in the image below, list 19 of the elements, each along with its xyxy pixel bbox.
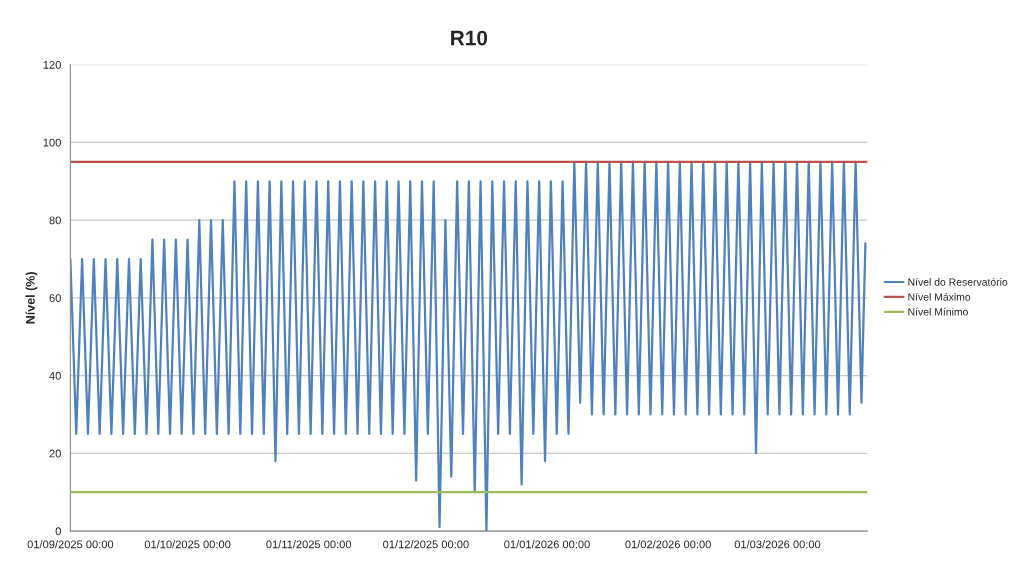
x-tick-label: 01/12/2025 00:00 [383,540,469,549]
x-tick-label: 01/01/2026 00:00 [504,540,590,549]
y-tick-label: 100 [43,138,61,147]
chart-title: R10 [451,30,488,46]
y-tick-label: 120 [43,60,61,69]
y-tick-label: 0 [55,527,61,536]
y-tick-label: 20 [49,449,61,458]
x-tick-label: 01/02/2026 00:00 [625,540,711,549]
x-tick-label: 01/10/2025 00:00 [144,540,231,549]
y-axis-title: Nível (%) [25,272,38,324]
legend-label: Nível Mínimo [908,307,968,316]
x-tick-label: 01/11/2025 00:00 [266,540,352,549]
x-tick-label: 01/03/2026 00:00 [734,540,821,549]
legend-label: Nível do Reservatório [908,277,1008,286]
x-tick-label: 01/09/2025 00:00 [27,540,114,549]
legend-label: Nível Máximo [908,292,971,301]
y-tick-label: 60 [49,294,61,302]
y-tick-label: 80 [49,216,61,225]
y-tick-label: 40 [49,371,61,380]
